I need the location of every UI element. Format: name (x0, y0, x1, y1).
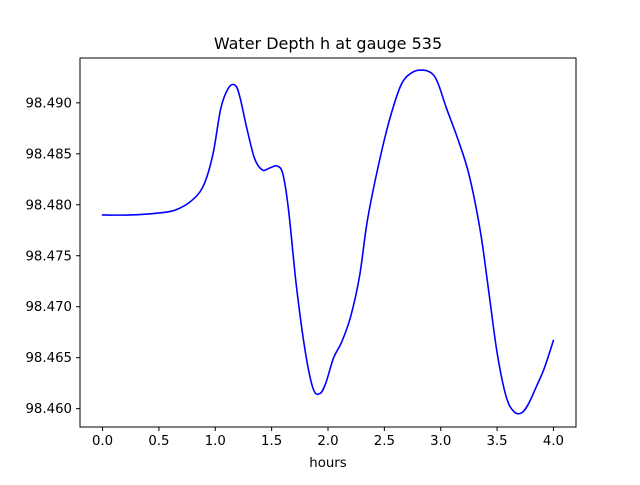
chart-title: Water Depth h at gauge 535 (214, 34, 442, 53)
x-tick-label: 1.5 (261, 434, 282, 449)
x-tick-label: 3.5 (487, 434, 508, 449)
y-tick-label: 98.475 (25, 249, 72, 264)
series-line-0 (101, 69, 555, 415)
x-tick-label: 0.0 (92, 434, 113, 449)
y-tick-label: 98.470 (25, 300, 72, 315)
x-tick-label: 2.0 (317, 434, 338, 449)
y-tick-label: 98.460 (25, 402, 72, 417)
y-tick-label: 98.480 (25, 198, 72, 213)
x-tick-label: 1.0 (205, 434, 226, 449)
x-tick-label: 4.0 (543, 434, 564, 449)
x-tick-label: 0.5 (148, 434, 169, 449)
plot-area (101, 69, 555, 415)
y-tick-label: 98.485 (25, 147, 72, 162)
axes: 0.0 0.5 1.0 1.5 2.0 2.5 3.0 3.5 4.0 98.460 98.465 9… (25, 57, 577, 449)
x-tick-label: 2.5 (374, 434, 395, 449)
x-axis-title: hours (309, 456, 346, 471)
x-tick-label: 3.0 (430, 434, 451, 449)
y-tick-label: 98.490 (25, 96, 72, 111)
y-tick-label: 98.465 (25, 351, 72, 366)
